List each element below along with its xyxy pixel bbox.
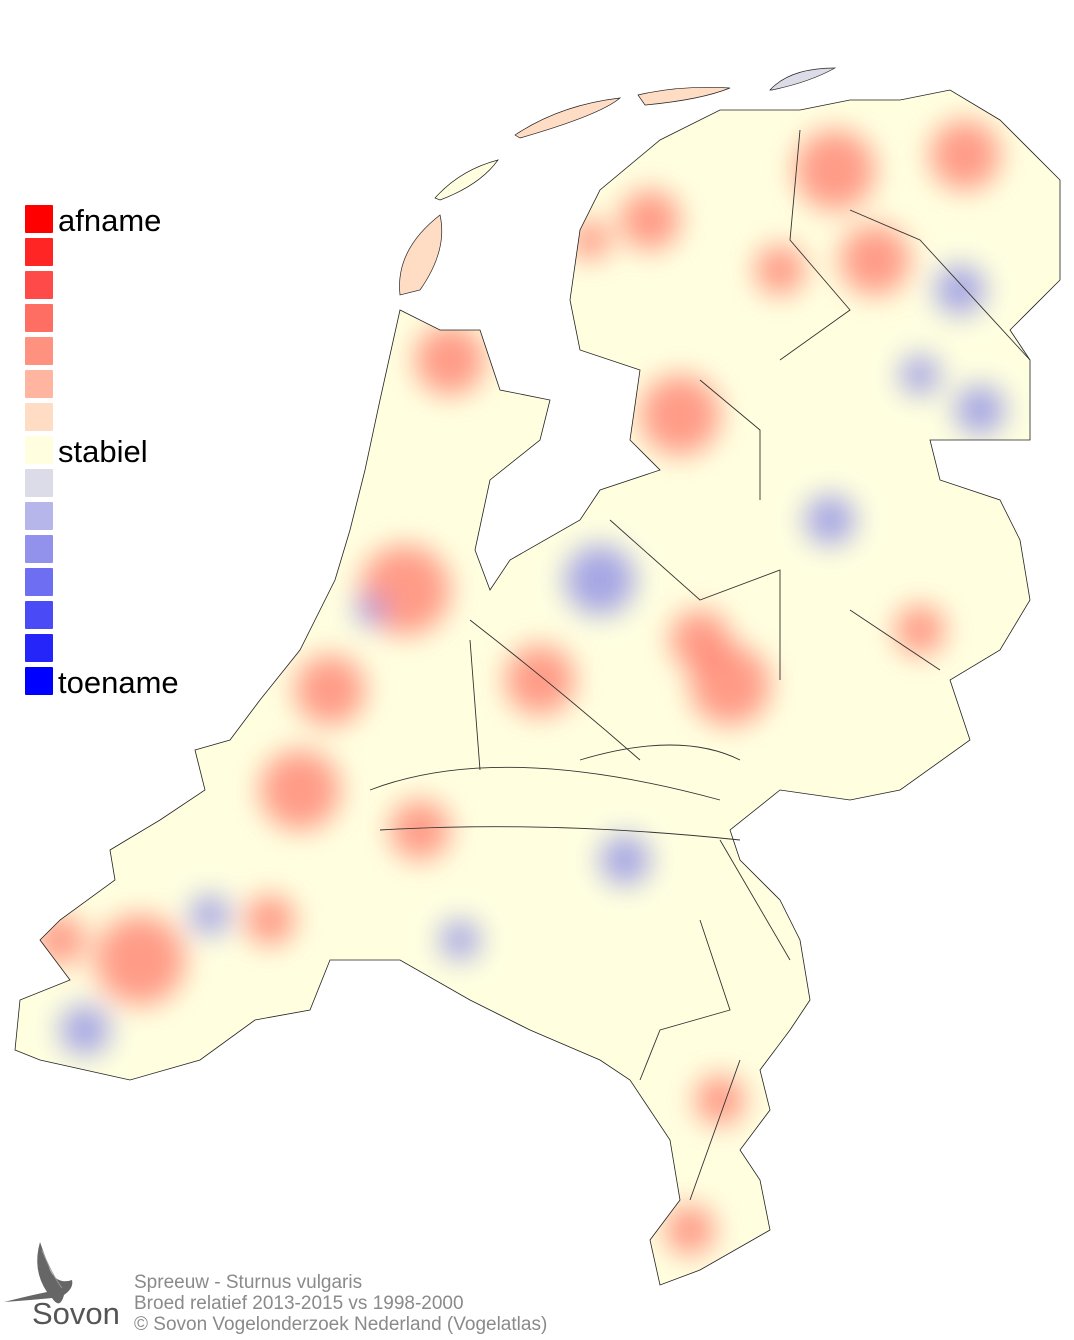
decrease-area — [295, 655, 365, 725]
increase-area — [440, 920, 480, 960]
legend-swatch — [25, 568, 53, 596]
legend-swatch — [25, 205, 53, 233]
decrease-area — [670, 610, 730, 670]
map-caption: Spreeuw - Sturnus vulgaris Broed relatie… — [134, 1272, 547, 1335]
legend-swatch — [25, 634, 53, 662]
legend-swatch — [25, 667, 53, 695]
caption-species: Spreeuw - Sturnus vulgaris — [134, 1272, 363, 1293]
decrease-area — [505, 645, 575, 715]
decrease-area — [95, 915, 185, 1005]
decrease-area — [755, 245, 805, 295]
increase-area — [190, 895, 230, 935]
decrease-area — [640, 375, 720, 455]
legend-swatch — [25, 271, 53, 299]
swallow-icon — [4, 1242, 73, 1304]
decrease-area — [930, 120, 1000, 190]
legend-swatch — [25, 238, 53, 266]
increase-area — [900, 355, 940, 395]
legend-swatch — [25, 535, 53, 563]
legend-swatch — [25, 601, 53, 629]
increase-area — [60, 1005, 110, 1055]
decrease-area — [415, 325, 485, 395]
decrease-area — [665, 1205, 715, 1255]
legend-label-increase: toename — [58, 665, 179, 700]
decrease-area — [570, 220, 610, 260]
decrease-area — [245, 895, 295, 945]
decrease-area — [795, 130, 875, 210]
legend-swatch — [25, 469, 53, 497]
increase-area — [565, 545, 635, 615]
legend-swatch — [25, 370, 53, 398]
legend-swatch — [25, 403, 53, 431]
caption-period: Broed relatief 2013-2015 vs 1998-2000 — [134, 1293, 464, 1314]
increase-area — [600, 835, 650, 885]
decrease-area — [35, 915, 85, 965]
increase-area — [935, 265, 985, 315]
wadden-islands — [399, 67, 837, 296]
sovon-logo-text: Sovon — [32, 1296, 120, 1331]
legend-label-stable: stabiel — [58, 434, 148, 469]
increase-area — [805, 495, 855, 545]
decrease-area — [390, 800, 450, 860]
mainland — [14, 89, 1061, 1286]
increase-area — [955, 385, 1005, 435]
decrease-area — [620, 190, 680, 250]
province-borders — [369, 129, 1031, 1201]
decrease-area — [260, 750, 340, 830]
decrease-area — [840, 225, 910, 295]
decrease-area — [895, 605, 945, 655]
decrease-area — [695, 1075, 745, 1125]
legend-swatch — [25, 502, 53, 530]
increase-area — [355, 595, 385, 625]
legend-swatch — [25, 337, 53, 365]
legend-swatch — [25, 304, 53, 332]
legend-label-decrease: afname — [58, 203, 162, 238]
caption-copyright: © Sovon Vogelonderzoek Nederland (Vogela… — [134, 1314, 548, 1335]
legend-swatch — [25, 436, 53, 464]
